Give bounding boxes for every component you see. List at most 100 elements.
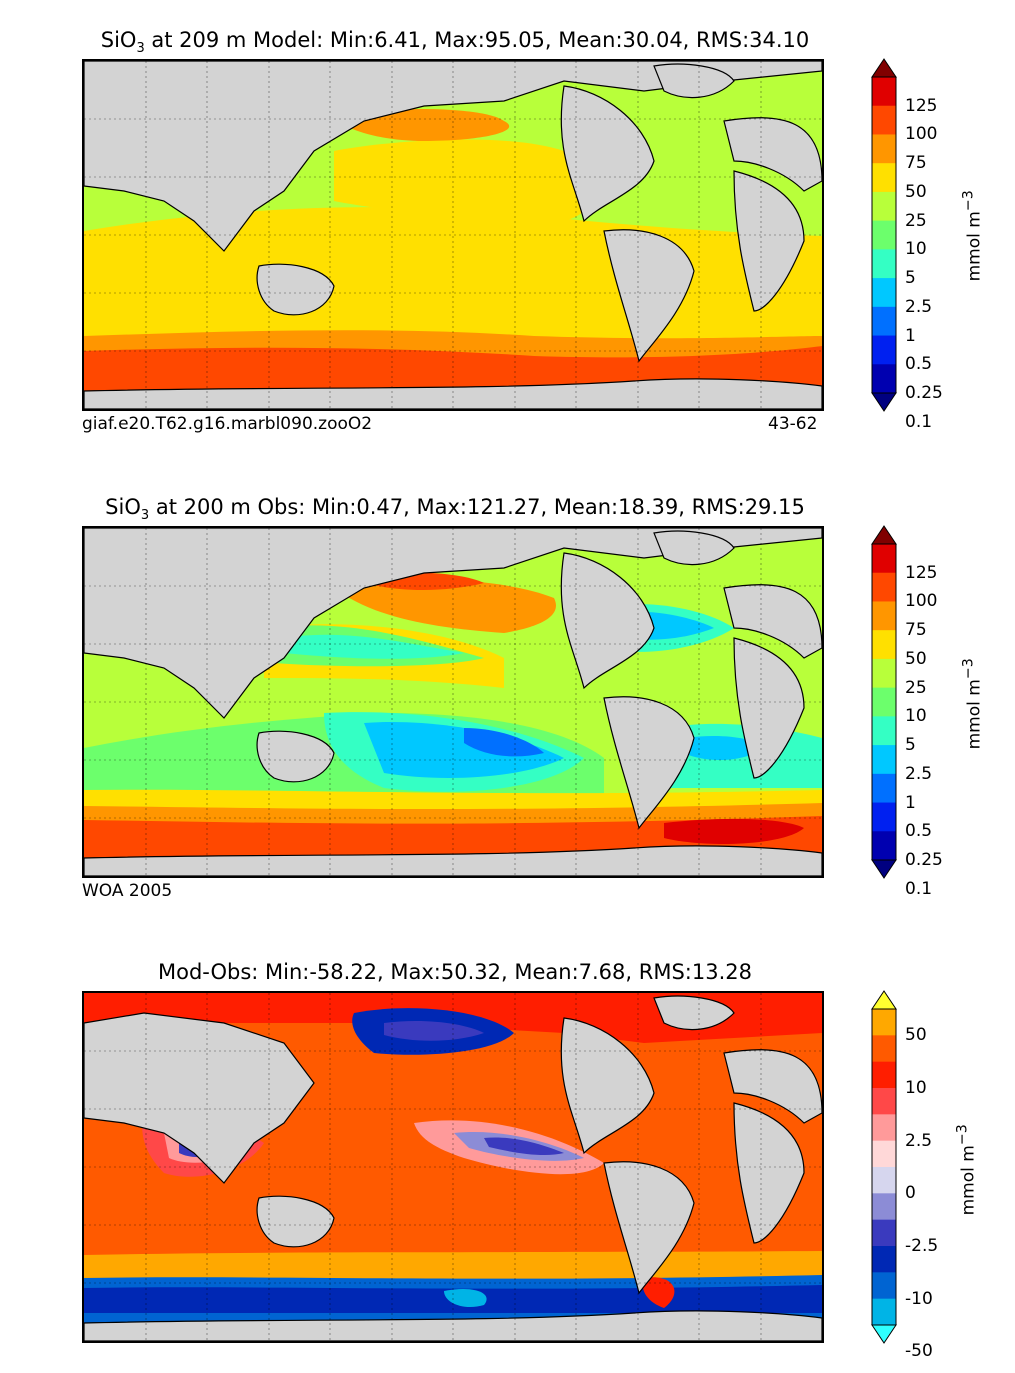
colorbar-segment — [872, 306, 896, 337]
diff-map — [82, 991, 824, 1343]
colorbar-tick-label: 0.25 — [905, 383, 943, 403]
colorbar-segment — [872, 658, 896, 689]
colorbar-segment — [872, 249, 896, 279]
units-exponent: −3 — [960, 190, 977, 212]
colorbar-segment — [872, 1035, 896, 1063]
obs-map-plot — [84, 528, 822, 876]
title-stats: Mod-Obs: Min:-58.22, Max:50.32, Mean:7.6… — [158, 960, 752, 984]
colorbar-segment — [872, 1219, 896, 1247]
colorbar-tick-label: 1 — [905, 792, 916, 813]
colorbar-tick-label: 2.5 — [905, 763, 933, 784]
model-colorbar — [871, 58, 897, 412]
title-species: SiO — [100, 28, 137, 52]
colorbar-tick-label: 100 — [905, 591, 938, 612]
colorbar-segment — [872, 364, 896, 394]
colorbar-segment — [872, 1272, 896, 1300]
colorbar-frame — [871, 76, 897, 394]
colorbar-segment — [872, 191, 896, 222]
colorbar-extend-bottom — [871, 859, 897, 879]
colorbar-segment — [872, 1009, 896, 1036]
units-text: mmol m — [964, 211, 985, 282]
obs-colorbar-units: mmol m−3 — [961, 658, 985, 749]
colorbar-extend-bottom — [871, 392, 897, 412]
colorbar-extend-top — [871, 990, 897, 1010]
colorbar-segment — [872, 630, 896, 660]
colorbar-tick-label: -50 — [905, 1341, 933, 1362]
diff-panel-title: Mod-Obs: Min:-58.22, Max:50.32, Mean:7.6… — [0, 960, 910, 984]
model-colorbar-units: mmol m−3 — [961, 190, 985, 281]
diff-colorbar-svg — [871, 990, 897, 1344]
colorbar-segment — [872, 831, 896, 861]
colorbar-tick-label: 75 — [905, 153, 927, 174]
colorbar-tick-label: 50 — [905, 181, 927, 202]
colorbar-segment — [872, 687, 896, 717]
colorbar-segment — [872, 278, 896, 308]
obs-colorbar — [871, 525, 897, 879]
colorbar-segment — [872, 134, 896, 164]
colorbar-segment — [872, 1114, 896, 1142]
model-map — [82, 59, 824, 411]
obs-source: WOA 2005 — [82, 881, 173, 901]
colorbar-segment — [872, 1167, 896, 1194]
diff-map-plot — [84, 993, 822, 1341]
colorbar-segment — [872, 220, 896, 250]
colorbar-segment — [872, 1140, 896, 1168]
colorbar-segment — [872, 1088, 896, 1115]
colorbar-segment — [872, 773, 896, 804]
units-exponent: −3 — [960, 658, 977, 680]
colorbar-tick-label: 50 — [905, 1025, 927, 1046]
diff-colorbar-units: mmol m−3 — [955, 1124, 979, 1215]
colorbar-tick-label: 10 — [905, 239, 927, 260]
title-subscript: 3 — [136, 41, 145, 57]
colorbar-tick-label: -2.5 — [905, 1236, 939, 1256]
model-run-name: giaf.e20.T62.g16.marbl090.zooO2 — [82, 414, 373, 434]
title-subscript: 3 — [140, 508, 150, 524]
colorbar-extend-bottom — [871, 1324, 897, 1344]
colorbar-tick-label: 50 — [905, 648, 927, 669]
colorbar-tick-label: 75 — [905, 620, 927, 641]
colorbar-segment — [872, 1061, 896, 1089]
colorbar-segment — [872, 335, 896, 365]
units-text: mmol m — [964, 679, 985, 750]
colorbar-tick-label: 2.5 — [905, 296, 933, 317]
colorbar-tick-label: 0.25 — [905, 850, 943, 870]
colorbar-segment — [872, 544, 896, 574]
colorbar-segment — [872, 601, 896, 631]
colorbar-tick-label: 25 — [905, 210, 927, 231]
diff-colorbar — [871, 990, 897, 1344]
colorbar-extend-top — [871, 58, 897, 78]
title-stats: at 209 m Model: Min:6.41, Max:95.05, Mea… — [144, 28, 810, 52]
colorbar-tick-label: 10 — [905, 1078, 927, 1098]
colorbar-extend-top — [871, 525, 897, 545]
colorbar-segment — [872, 572, 896, 602]
colorbar-tick-label: 0 — [905, 1183, 916, 1204]
colorbar-segment — [872, 105, 896, 135]
model-year-range: 43-62 — [768, 414, 818, 434]
colorbar-tick-label: -10 — [905, 1288, 933, 1309]
colorbar-tick-label: 0.5 — [905, 821, 933, 842]
colorbar-segment — [872, 802, 896, 832]
colorbar-tick-label: 5 — [905, 268, 916, 289]
obs-map — [82, 526, 824, 878]
units-exponent: −3 — [954, 1124, 971, 1146]
colorbar-segment — [872, 163, 896, 193]
colorbar-tick-label: 25 — [905, 677, 927, 698]
colorbar-tick-label: 2.5 — [905, 1130, 933, 1151]
model-panel-title: SiO3 at 209 m Model: Min:6.41, Max:95.05… — [0, 28, 910, 56]
colorbar-tick-label: 10 — [905, 706, 927, 727]
colorbar-tick-label: 125 — [905, 562, 938, 583]
colorbar-segment — [872, 1246, 896, 1273]
colorbar-tick-label: 0.1 — [905, 878, 933, 899]
colorbar-segment — [872, 77, 896, 107]
colorbar-segment — [872, 745, 896, 775]
colorbar-tick-label: 5 — [905, 735, 916, 756]
colorbar-tick-label: 100 — [905, 124, 938, 145]
units-text: mmol m — [958, 1145, 979, 1216]
colorbar-frame — [871, 543, 897, 861]
colorbar-tick-label: 0.5 — [905, 354, 933, 375]
obs-colorbar-svg — [871, 525, 897, 879]
colorbar-segment — [872, 716, 896, 746]
colorbar-tick-label: 0.1 — [905, 411, 933, 432]
model-map-plot — [84, 61, 822, 409]
colorbar-frame — [871, 1008, 897, 1326]
